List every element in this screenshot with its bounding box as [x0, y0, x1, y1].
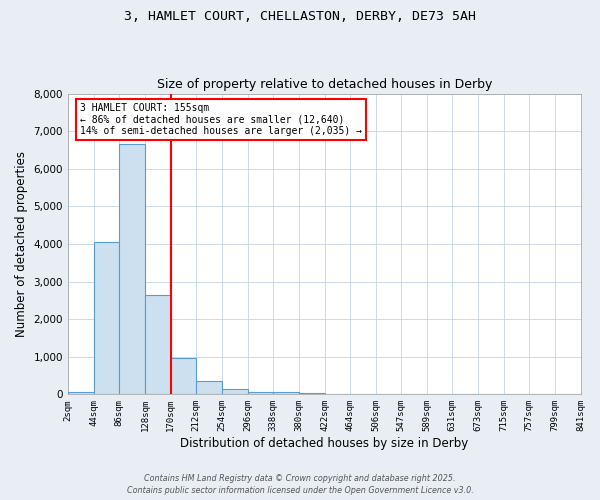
- Bar: [222, 388, 248, 394]
- Bar: [196, 381, 222, 394]
- Bar: [248, 392, 273, 394]
- Bar: [94, 242, 119, 394]
- Bar: [170, 358, 196, 395]
- Bar: [273, 392, 299, 394]
- Bar: [145, 294, 170, 394]
- Y-axis label: Number of detached properties: Number of detached properties: [15, 151, 28, 337]
- Bar: [119, 144, 145, 394]
- Text: Contains HM Land Registry data © Crown copyright and database right 2025.
Contai: Contains HM Land Registry data © Crown c…: [127, 474, 473, 495]
- Text: 3, HAMLET COURT, CHELLASTON, DERBY, DE73 5AH: 3, HAMLET COURT, CHELLASTON, DERBY, DE73…: [124, 10, 476, 23]
- Bar: [299, 393, 325, 394]
- Text: 3 HAMLET COURT: 155sqm
← 86% of detached houses are smaller (12,640)
14% of semi: 3 HAMLET COURT: 155sqm ← 86% of detached…: [80, 103, 362, 136]
- Title: Size of property relative to detached houses in Derby: Size of property relative to detached ho…: [157, 78, 492, 91]
- Bar: [68, 392, 94, 394]
- X-axis label: Distribution of detached houses by size in Derby: Distribution of detached houses by size …: [180, 437, 469, 450]
